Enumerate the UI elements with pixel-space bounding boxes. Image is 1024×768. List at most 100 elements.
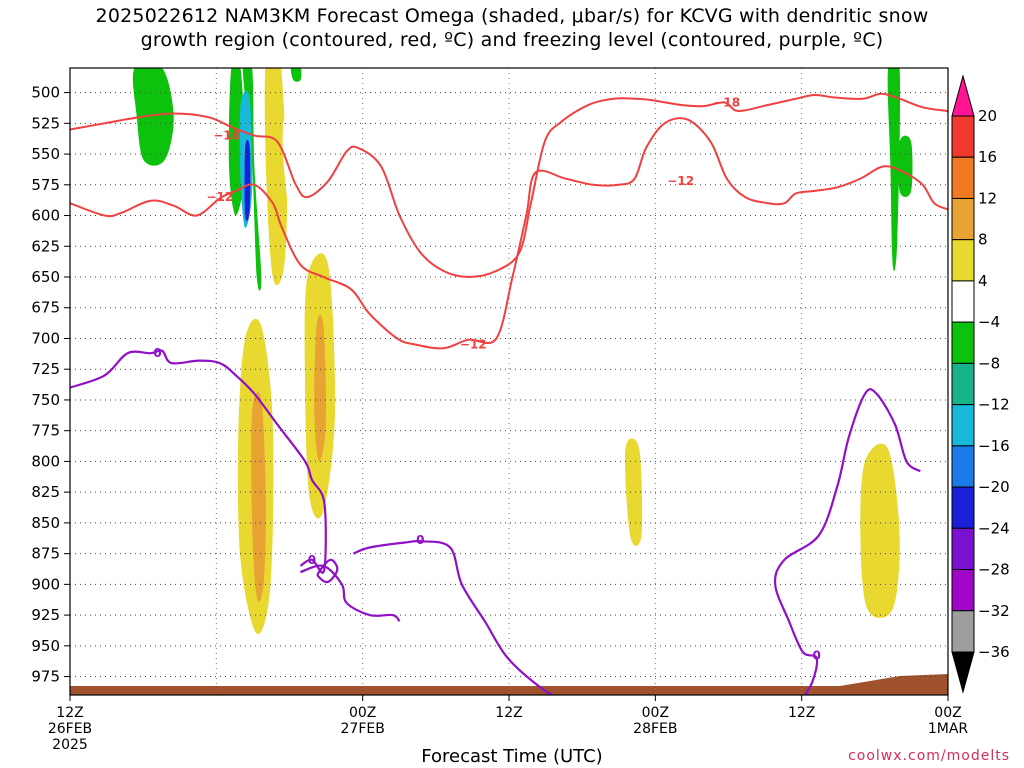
- colorbar-label-6: −8: [978, 354, 1000, 372]
- freezing-level-contour-2: [316, 558, 339, 584]
- colorbar-label-7: −12: [978, 396, 1010, 414]
- y-tick-label-14: 850: [31, 514, 60, 532]
- freezing-level-contour-0: [70, 349, 327, 574]
- dgz-label-2: −12: [460, 338, 487, 352]
- colorbar-box-11: [951, 527, 975, 571]
- dgz-label-0: −18: [213, 129, 240, 143]
- dgz-minus12-contour: [70, 117, 948, 350]
- dgz-label-4: −18: [713, 95, 740, 109]
- freezing-label-3: 0: [812, 649, 820, 663]
- omega-region-1: [72, 323, 195, 684]
- chart-title-line-2: growth region (contoured, red, ºC) and f…: [140, 29, 884, 51]
- x-tick-year-0: 2025: [52, 737, 88, 753]
- freezing-label-2: 0: [308, 553, 316, 567]
- omega-region-25: [242, 68, 262, 291]
- x-tick-label-0: 12Z: [56, 705, 83, 721]
- omega-region-11: [332, 68, 388, 192]
- chart-title: 2025022612 NAM3KM Forecast Omega (shaded…: [0, 4, 1024, 52]
- freezing-label-1: 0: [416, 533, 424, 547]
- y-tick-label-10: 750: [31, 391, 60, 409]
- colorbar-label-5: −4: [978, 313, 1000, 331]
- omega-region-30: [244, 139, 251, 222]
- dgz-minus18-contour: [70, 92, 948, 279]
- freezing-level-contour-4: [773, 388, 921, 695]
- x-tick-label-2: 00Z: [349, 705, 376, 721]
- omega-region-15: [537, 365, 558, 521]
- omega-shading-layer: [72, 68, 948, 695]
- x-tick-date-0: 26FEB: [48, 721, 92, 737]
- y-tick-label-3: 575: [31, 176, 60, 194]
- omega-region-16: [588, 89, 613, 274]
- y-tick-label-4: 600: [31, 207, 60, 225]
- colorbar-top-arrow: [951, 74, 975, 117]
- y-tick-label-18: 950: [31, 637, 60, 655]
- chart-title-line-1: 2025022612 NAM3KM Forecast Omega (shaded…: [95, 5, 929, 27]
- x-tick-date-6: 1MAR: [928, 721, 969, 737]
- freezing-label-0: 0: [153, 346, 161, 360]
- colorbar-box-13: [951, 610, 975, 653]
- y-tick-label-5: 625: [31, 237, 60, 255]
- colorbar-box-1: [951, 115, 975, 158]
- y-tick-label-11: 775: [31, 422, 60, 440]
- colorbar-label-13: −36: [978, 643, 1010, 661]
- x-tick-label-4: 00Z: [642, 705, 669, 721]
- colorbar-box-9: [951, 445, 975, 488]
- omega-region-18: [624, 438, 643, 546]
- y-tick-label-19: 975: [31, 668, 60, 686]
- colorbar-box-2: [951, 156, 975, 199]
- omega-region-23: [132, 68, 174, 166]
- y-tick-label-6: 650: [31, 268, 60, 286]
- y-tick-label-17: 925: [31, 606, 60, 624]
- omega-region-13: [448, 451, 477, 599]
- omega-region-20: [860, 443, 900, 619]
- colorbar-box-3: [951, 197, 975, 241]
- y-tick-label-13: 825: [31, 483, 60, 501]
- y-tick-label-1: 525: [31, 114, 60, 132]
- dgz-label-3: −12: [667, 174, 694, 188]
- ground-terrain: [70, 686, 948, 695]
- x-tick-label-5: 12Z: [788, 705, 815, 721]
- y-tick-label-8: 700: [31, 329, 60, 347]
- colorbar-bottom-arrow: [951, 651, 975, 694]
- colorbar-box-6: [951, 321, 975, 364]
- contour-layer: −18 −12 −12 −12 −18 0 0 0 0: [70, 92, 948, 695]
- x-tick-label-3: 12Z: [495, 705, 522, 721]
- colorbar: 20 16 12 8 4 −4 −8 −12 −16 −20 −24 −28 −32 −36: [951, 74, 1010, 694]
- omega-region-12: [389, 263, 435, 570]
- colorbar-label-0: 20: [978, 107, 997, 125]
- omega-region-21: [910, 68, 948, 492]
- colorbar-box-12: [951, 569, 975, 612]
- y-axis: 500 525 550 575 600 625 650 675 700 725 750 775 800 8…: [31, 84, 70, 686]
- y-tick-label-12: 800: [31, 452, 60, 470]
- y-tick-label-15: 875: [31, 545, 60, 563]
- y-tick-label-7: 675: [31, 299, 60, 317]
- omega-region-26: [290, 68, 302, 82]
- freezing-level-contour-3: [300, 564, 401, 623]
- x-tick-date-4: 28FEB: [633, 721, 677, 737]
- colorbar-label-8: −16: [978, 437, 1010, 455]
- y-tick-label-9: 725: [31, 360, 60, 378]
- omega-region-22: [779, 625, 830, 669]
- colorbar-label-11: −28: [978, 561, 1010, 579]
- colorbar-label-1: 16: [978, 148, 997, 166]
- y-tick-label-16: 900: [31, 575, 60, 593]
- ground-terrain-rise: [840, 674, 948, 695]
- x-axis-label: Forecast Time (UTC): [421, 746, 603, 767]
- colorbar-box-7: [951, 362, 975, 406]
- omega-region-3: [169, 195, 228, 695]
- omega-region-6: [251, 392, 266, 602]
- omega-region-14: [484, 475, 509, 632]
- colorbar-box-8: [951, 404, 975, 447]
- omega-region-28: [898, 135, 913, 198]
- credit-text: coolwx.com/modelts: [848, 748, 1010, 764]
- colorbar-box-10: [951, 486, 975, 529]
- colorbar-box-5: [951, 280, 975, 323]
- y-tick-label-2: 550: [31, 145, 60, 163]
- x-tick-label-6: 00Z: [934, 705, 961, 721]
- omega-region-27: [887, 68, 901, 271]
- freezing-level-contour-1: [352, 539, 555, 695]
- omega-region-7: [264, 68, 288, 286]
- colorbar-label-9: −20: [978, 478, 1010, 496]
